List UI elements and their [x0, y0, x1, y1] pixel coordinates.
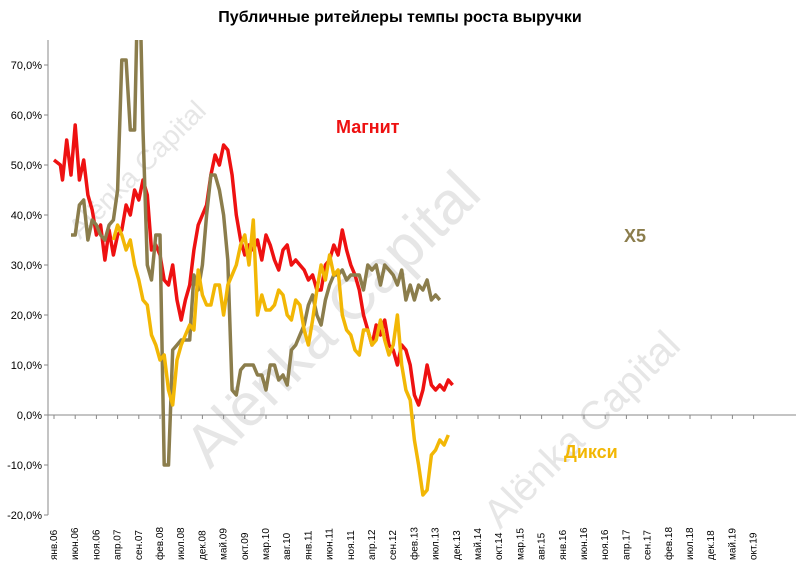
x-tick-label: апр.17: [621, 529, 632, 560]
x-tick-label: авг.15: [537, 532, 548, 560]
y-tick-label: 30,0%: [11, 260, 42, 272]
y-tick-label: -10,0%: [7, 460, 42, 472]
series-lines: [52, 40, 454, 497]
x-tick-label: ноя.06: [91, 529, 102, 560]
series-label-dixy: Дикси: [564, 442, 618, 462]
chart-title: Публичные ритейлеры темпы роста выручки: [218, 9, 581, 26]
x-tick-label: окт.09: [240, 532, 251, 560]
x-tick-label: июн.06: [70, 527, 81, 560]
x-tick-label: окт.19: [749, 532, 760, 560]
x-tick-label: июн.11: [325, 528, 336, 560]
x-tick-label: май.19: [727, 528, 738, 560]
x-tick-label: июл.08: [176, 527, 187, 560]
x-tick-label: мар.15: [515, 528, 526, 560]
series-label-x5: X5: [624, 226, 646, 246]
x-tick-label: май.14: [473, 528, 484, 560]
x-tick-label: фев.13: [408, 527, 420, 560]
x-tick-label: сен.17: [643, 530, 654, 560]
y-tick-label: 0,0%: [17, 410, 42, 422]
watermark-3: Alënka Capital: [475, 323, 689, 537]
y-axis-ticks: -20,0% -10,0% 0,0% 10,0% 20,0% 30,0% 40,0% 50,0…: [7, 60, 48, 522]
x-tick-label: дек.08: [197, 530, 208, 560]
y-tick-label: 50,0%: [11, 160, 42, 172]
x-tick-label: апр.07: [113, 529, 124, 560]
watermark-group: Alënka Capital Alënka Capital Alënka Cap…: [62, 95, 688, 537]
x-tick-label: окт.14: [494, 532, 505, 560]
y-tick-label: 40,0%: [11, 210, 42, 222]
series-line-1: [71, 40, 442, 467]
x-tick-label: фев.08: [154, 527, 166, 560]
y-tick-label: 20,0%: [11, 310, 42, 322]
x-tick-label: авг.10: [282, 532, 293, 560]
x-tick-label: дек.18: [706, 530, 717, 560]
x-tick-label: янв.06: [49, 529, 60, 560]
x-tick-label: янв.11: [303, 530, 314, 560]
x-tick-label: сен.12: [388, 530, 399, 560]
x-tick-label: июл.13: [431, 527, 442, 560]
x-tick-label: дек.13: [452, 530, 463, 560]
y-tick-label: 60,0%: [11, 110, 42, 122]
x-tick-label: июн.16: [579, 527, 590, 560]
y-tick-label: 70,0%: [11, 60, 42, 72]
series-line-2: [111, 218, 450, 497]
x-tick-label: ноя.11: [346, 530, 357, 560]
x-tick-label: ноя.16: [600, 529, 611, 560]
x-tick-label: апр.12: [367, 529, 378, 560]
x-tick-label: май.09: [219, 528, 230, 560]
y-tick-label: 10,0%: [11, 360, 42, 372]
series-label-magnit: Магнит: [336, 117, 400, 137]
y-tick-label: -20,0%: [7, 510, 42, 522]
x-tick-label: мар.10: [261, 528, 272, 560]
x-tick-label: фев.18: [663, 527, 675, 560]
x-axis-ticks: янв.06 июн.06 ноя.06 апр.07 сен.07 фев.08 июл.…: [49, 415, 760, 560]
x-tick-label: сен.07: [134, 530, 145, 560]
x-tick-label: янв.16: [558, 529, 569, 560]
x-tick-label: июл.18: [685, 527, 696, 560]
axes: [47, 40, 796, 515]
watermark: Alënka Capital: [172, 158, 493, 479]
